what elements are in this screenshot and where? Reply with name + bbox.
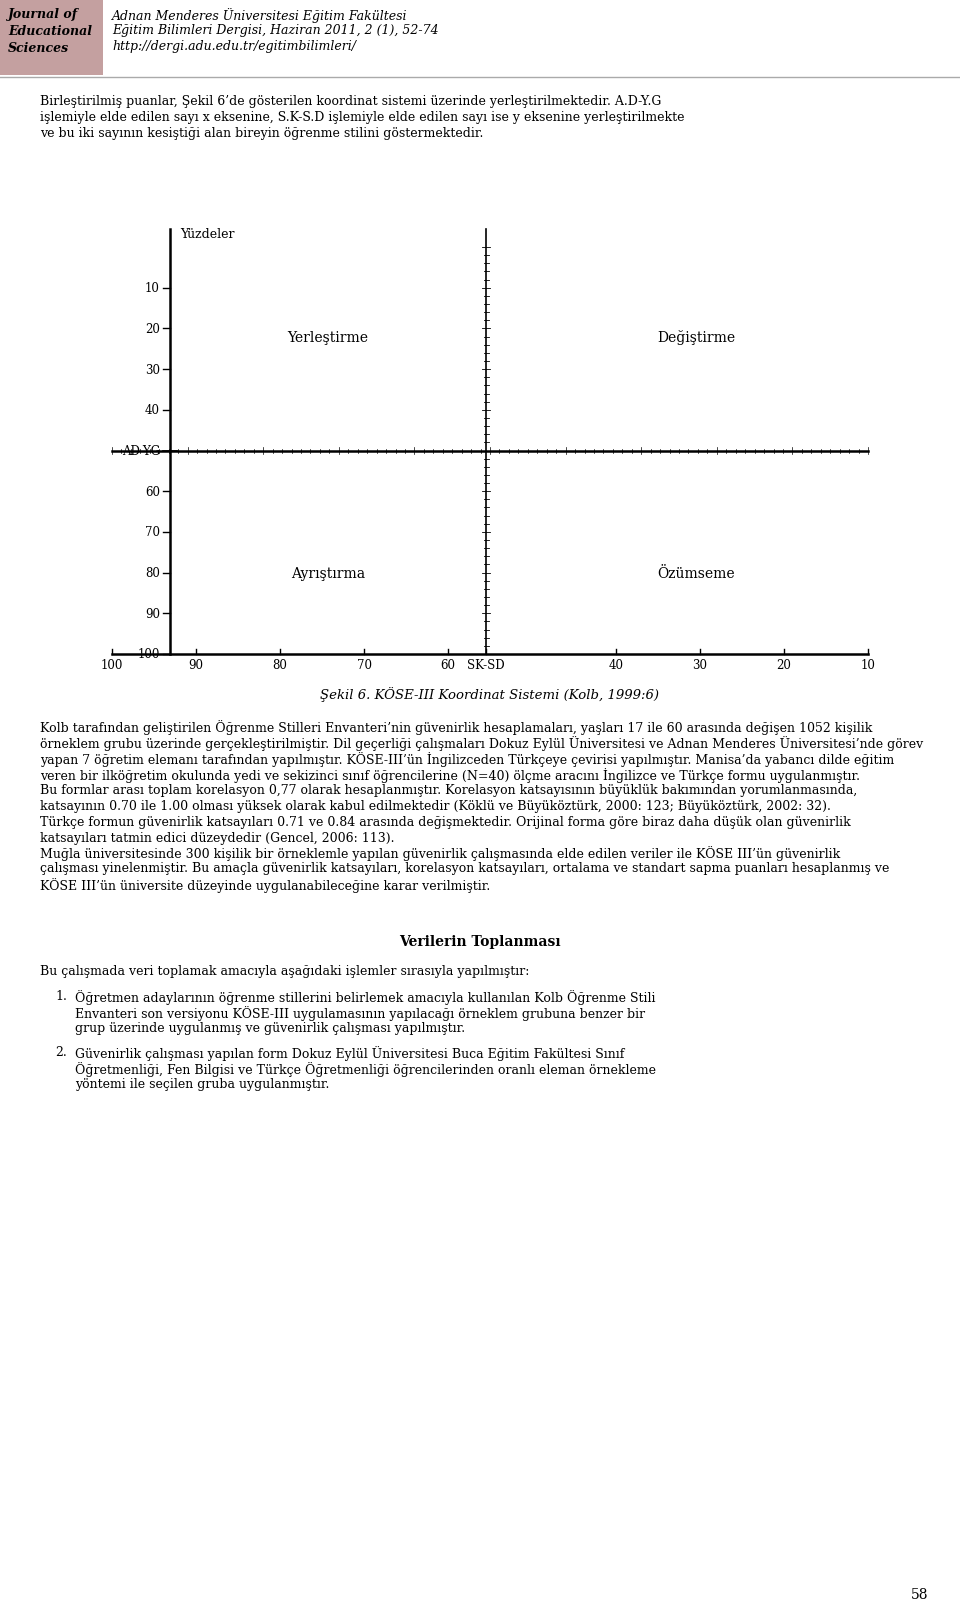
Text: 30: 30 bbox=[145, 364, 160, 377]
Text: Birleştirilmiş puanlar, Şekil 6’de gösterilen koordinat sistemi üzerinde yerleşt: Birleştirilmiş puanlar, Şekil 6’de göste… bbox=[40, 94, 661, 109]
Text: Verilerin Toplanması: Verilerin Toplanması bbox=[399, 935, 561, 948]
Text: 30: 30 bbox=[692, 659, 708, 672]
Text: 40: 40 bbox=[609, 659, 623, 672]
Text: Ayrıştırma: Ayrıştırma bbox=[291, 566, 365, 581]
Text: 70: 70 bbox=[356, 659, 372, 672]
Text: 1.: 1. bbox=[55, 990, 67, 1003]
Text: 100: 100 bbox=[101, 659, 123, 672]
Text: katsayıları tatmin edici düzeydedir (Gencel, 2006: 113).: katsayıları tatmin edici düzeydedir (Gen… bbox=[40, 831, 395, 844]
Text: yöntemi ile seçilen gruba uygulanmıştır.: yöntemi ile seçilen gruba uygulanmıştır. bbox=[75, 1078, 329, 1091]
Text: Yerleştirme: Yerleştirme bbox=[288, 331, 369, 344]
Text: örneklem grubu üzerinde gerçekleştirilmiştir. Dil geçerliği çalışmaları Dokuz Ey: örneklem grubu üzerinde gerçekleştirilmi… bbox=[40, 735, 924, 750]
Text: Özümseme: Özümseme bbox=[658, 566, 735, 581]
Text: Adnan Menderes Üniversitesi Eğitim Fakültesi: Adnan Menderes Üniversitesi Eğitim Fakül… bbox=[112, 8, 407, 23]
Text: veren bir ilköğretim okulunda yedi ve sekizinci sınıf öğrencilerine (N=40) ölçme: veren bir ilköğretim okulunda yedi ve se… bbox=[40, 768, 860, 782]
Text: KÖSE III’ün üniversite düzeyinde uygulanabileceğine karar verilmiştir.: KÖSE III’ün üniversite düzeyinde uygulan… bbox=[40, 878, 491, 893]
Text: 60: 60 bbox=[441, 659, 455, 672]
Text: Bu çalışmada veri toplamak amacıyla aşağıdaki işlemler sırasıyla yapılmıştır:: Bu çalışmada veri toplamak amacıyla aşağ… bbox=[40, 964, 529, 977]
Text: 90: 90 bbox=[188, 659, 204, 672]
Text: işlemiyle elde edilen sayı x eksenine, S.K-S.D işlemiyle elde edilen sayı ise y : işlemiyle elde edilen sayı x eksenine, S… bbox=[40, 110, 684, 123]
Text: Öğretmenliği, Fen Bilgisi ve Türkçe Öğretmenliği öğrencilerinden oranlı eleman ö: Öğretmenliği, Fen Bilgisi ve Türkçe Öğre… bbox=[75, 1061, 656, 1076]
Text: 90: 90 bbox=[145, 607, 160, 620]
Text: Yüzdeler: Yüzdeler bbox=[180, 227, 234, 240]
Text: Öğretmen adaylarının öğrenme stillerini belirlemek amacıyla kullanılan Kolb Öğre: Öğretmen adaylarının öğrenme stillerini … bbox=[75, 990, 656, 1005]
Text: 80: 80 bbox=[145, 566, 160, 579]
Text: 70: 70 bbox=[145, 526, 160, 539]
Text: Bu formlar arası toplam korelasyon 0,77 olarak hesaplanmıştır. Korelasyon katsay: Bu formlar arası toplam korelasyon 0,77 … bbox=[40, 784, 857, 797]
Text: 58: 58 bbox=[911, 1587, 928, 1600]
Text: Şekil 6. KÖSE-III Koordinat Sistemi (Kolb, 1999:6): Şekil 6. KÖSE-III Koordinat Sistemi (Kol… bbox=[321, 687, 660, 701]
Text: 20: 20 bbox=[145, 323, 160, 336]
Text: Envanteri son versiyonu KÖSE-III uygulamasının yapılacağı örneklem grubuna benze: Envanteri son versiyonu KÖSE-III uygulam… bbox=[75, 1005, 645, 1021]
Text: Eğitim Bilimleri Dergisi, Haziran 2011, 2 (1), 52-74: Eğitim Bilimleri Dergisi, Haziran 2011, … bbox=[112, 24, 439, 37]
Text: Muğla üniversitesinde 300 kişilik bir örneklemle yapılan güvenirlik çalışmasında: Muğla üniversitesinde 300 kişilik bir ör… bbox=[40, 846, 840, 860]
Text: Kolb tarafından geliştirilen Öğrenme Stilleri Envanteri’nin güvenirlik hesaplama: Kolb tarafından geliştirilen Öğrenme Sti… bbox=[40, 719, 873, 735]
Text: 10: 10 bbox=[145, 282, 160, 295]
Text: yapan 7 öğretim elemanı tarafından yapılmıştır. KÖSE-III’ün İngilizceden Türkçey: yapan 7 öğretim elemanı tarafından yapıl… bbox=[40, 751, 895, 766]
Text: grup üzerinde uygulanmış ve güvenirlik çalışması yapılmıştır.: grup üzerinde uygulanmış ve güvenirlik ç… bbox=[75, 1021, 466, 1034]
Text: SK-SD: SK-SD bbox=[468, 659, 505, 672]
Text: Journal of
Educational
Sciences: Journal of Educational Sciences bbox=[8, 8, 92, 55]
Text: 2.: 2. bbox=[55, 1045, 67, 1058]
Text: 60: 60 bbox=[145, 485, 160, 498]
Text: Güvenirlik çalışması yapılan form Dokuz Eylül Üniversitesi Buca Eğitim Fakültesi: Güvenirlik çalışması yapılan form Dokuz … bbox=[75, 1045, 624, 1060]
Text: AD-YG: AD-YG bbox=[122, 445, 160, 458]
Text: çalışması yinelenmiştir. Bu amaçla güvenirlik katsayıları, korelasyon katsayılar: çalışması yinelenmiştir. Bu amaçla güven… bbox=[40, 862, 889, 875]
Text: 80: 80 bbox=[273, 659, 287, 672]
Text: Değiştirme: Değiştirme bbox=[658, 329, 735, 344]
Text: ve bu iki sayının kesiştiği alan bireyin öğrenme stilini göstermektedir.: ve bu iki sayının kesiştiği alan bireyin… bbox=[40, 127, 484, 140]
Bar bbox=[0, 0, 103, 76]
Text: http://dergi.adu.edu.tr/egitimbilimleri/: http://dergi.adu.edu.tr/egitimbilimleri/ bbox=[112, 41, 356, 54]
Text: katsayının 0.70 ile 1.00 olması yüksek olarak kabul edilmektedir (Köklü ve Büyük: katsayının 0.70 ile 1.00 olması yüksek o… bbox=[40, 800, 830, 813]
Text: 40: 40 bbox=[145, 404, 160, 417]
Text: 10: 10 bbox=[860, 659, 876, 672]
Text: 100: 100 bbox=[137, 648, 160, 661]
Text: 20: 20 bbox=[777, 659, 791, 672]
Text: Türkçe formun güvenirlik katsayıları 0.71 ve 0.84 arasında değişmektedir. Orijin: Türkçe formun güvenirlik katsayıları 0.7… bbox=[40, 815, 851, 828]
